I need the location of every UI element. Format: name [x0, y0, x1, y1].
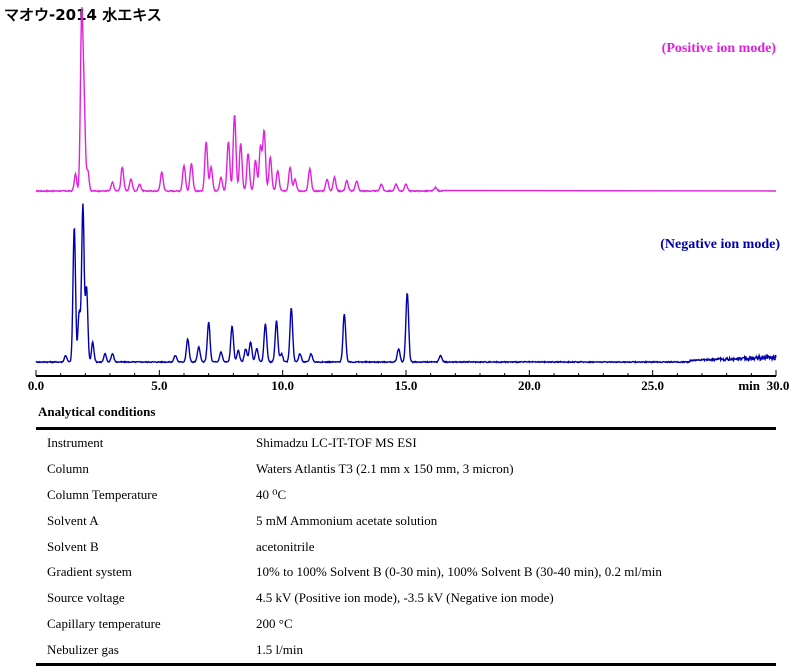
negative-ion-trace	[35, 203, 777, 364]
table-row: Solvent B acetonitrile	[36, 534, 776, 560]
condition-value: Shimadzu LC-IT-TOF MS ESI	[256, 434, 417, 450]
x-tick-label: 25.0	[641, 378, 664, 393]
table-row: Instrument Shimadzu LC-IT-TOF MS ESI	[36, 429, 776, 456]
x-tick-label: 0.0	[28, 378, 44, 393]
x-axis-unit-label: min	[738, 378, 760, 393]
x-tick-label: 30.0	[767, 378, 790, 393]
positive-series-label: (Positive ion mode)	[662, 41, 777, 56]
condition-label: Column	[47, 460, 89, 476]
chromatogram-chart: 0.0 5.0 10.0 15.0 20.0 25.0 30.0 (Positive ion…	[28, 7, 790, 393]
condition-value: 10% to 100% Solvent B (0-30 min), 100% S…	[256, 564, 662, 580]
condition-label: Solvent A	[47, 512, 99, 528]
conditions-heading: Analytical conditions	[38, 404, 156, 419]
condition-value: 5 mM Ammonium acetate solution	[256, 512, 438, 528]
condition-label: Nebulizer gas	[47, 642, 119, 658]
condition-value: 1.5 l/min	[256, 642, 303, 658]
condition-value: 4.5 kV (Positive ion mode), -3.5 kV (Neg…	[256, 590, 554, 606]
x-tick-label: 20.0	[518, 378, 541, 393]
condition-label: Solvent B	[47, 538, 99, 554]
table-row: Source voltage 4.5 kV (Positive ion mode)…	[36, 585, 776, 611]
x-tick-label: 10.0	[271, 378, 294, 393]
conditions-table: Instrument Shimadzu LC-IT-TOF MS ESI Colum…	[36, 427, 776, 666]
x-tick-label: 15.0	[395, 378, 418, 393]
condition-value: acetonitrile	[256, 538, 315, 554]
x-tick-label: 5.0	[151, 378, 167, 393]
negative-series-label: (Negative ion mode)	[660, 237, 780, 252]
table-row: Gradient system 10% to 100% Solvent B (0-…	[36, 559, 776, 585]
table-row: Column Temperature 40 ⁰C	[36, 482, 776, 508]
table-row: Solvent A 5 mM Ammonium acetate solution	[36, 508, 776, 534]
table-row: Nebulizer gas 1.5 l/min	[36, 637, 776, 664]
condition-label: Source voltage	[47, 590, 125, 606]
condition-label: Gradient system	[47, 564, 132, 580]
table-row: Capillary temperature 200 °C	[36, 611, 776, 637]
condition-value: Waters Atlantis T3 (2.1 mm x 150 mm, 3 m…	[256, 460, 514, 476]
table-row: Column Waters Atlantis T3 (2.1 mm x 150 m…	[36, 456, 776, 482]
condition-value: 200 °C	[256, 616, 293, 632]
condition-value: 40 ⁰C	[256, 486, 287, 502]
condition-label: Capillary temperature	[47, 616, 161, 632]
condition-label: Column Temperature	[47, 486, 158, 502]
condition-label: Instrument	[47, 434, 104, 450]
positive-ion-trace	[35, 7, 777, 193]
